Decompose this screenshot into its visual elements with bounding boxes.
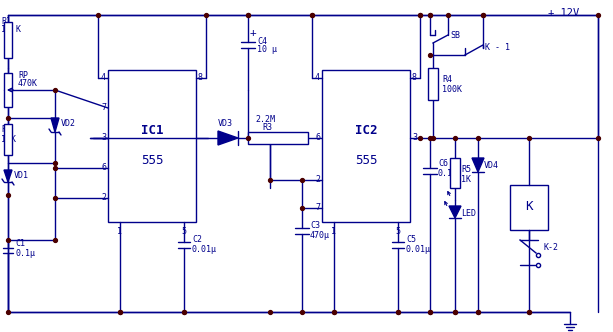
Bar (4, 22, 12, 58)
Bar (4, 124, 12, 155)
Text: C2: C2 (192, 235, 202, 244)
Text: VD3: VD3 (218, 119, 233, 127)
Text: 4: 4 (315, 73, 320, 82)
Text: VD4: VD4 (484, 160, 499, 170)
Text: 1: 1 (118, 227, 123, 236)
Text: 100K: 100K (442, 86, 462, 95)
Polygon shape (218, 131, 238, 145)
Text: K-2: K-2 (543, 242, 558, 252)
Text: 1: 1 (332, 227, 337, 236)
Text: 555: 555 (355, 153, 377, 167)
Text: R2: R2 (1, 125, 11, 134)
Text: R1: R1 (1, 18, 11, 27)
Text: 0.1μ: 0.1μ (438, 170, 458, 179)
Text: IC1: IC1 (141, 124, 163, 136)
Bar (510, 185, 548, 230)
Text: R4: R4 (442, 75, 452, 85)
Text: 3: 3 (101, 133, 106, 142)
Bar (428, 68, 438, 100)
Text: 6: 6 (315, 133, 320, 142)
Text: 10 μ: 10 μ (257, 45, 277, 54)
Bar (450, 158, 460, 188)
Text: C5: C5 (406, 235, 416, 244)
Text: 6: 6 (101, 163, 106, 173)
Text: VD1: VD1 (14, 171, 29, 180)
Text: 0.01μ: 0.01μ (192, 244, 217, 254)
Bar (108, 70, 196, 222)
Text: R3: R3 (262, 124, 272, 132)
Text: 2.2M: 2.2M (255, 116, 275, 124)
Text: SB: SB (450, 31, 460, 40)
Polygon shape (51, 118, 59, 132)
Bar (322, 70, 410, 222)
Text: 2: 2 (101, 194, 106, 203)
Polygon shape (4, 170, 12, 182)
Text: 0.01μ: 0.01μ (406, 244, 431, 254)
Text: 10K: 10K (1, 134, 16, 143)
Text: 8: 8 (198, 73, 203, 82)
Text: K: K (525, 201, 533, 213)
Text: VD2: VD2 (61, 120, 76, 128)
Text: 7: 7 (101, 104, 106, 113)
Text: 470μ: 470μ (310, 230, 330, 239)
Text: 5: 5 (181, 227, 186, 236)
Text: 555: 555 (141, 153, 163, 167)
Polygon shape (449, 206, 461, 218)
Text: RP: RP (18, 70, 28, 79)
Bar (4, 73, 12, 107)
Text: R5: R5 (461, 165, 471, 175)
Text: 4: 4 (101, 73, 106, 82)
Text: 3: 3 (412, 133, 417, 142)
Text: K - 1: K - 1 (485, 43, 510, 52)
Text: +: + (250, 28, 257, 38)
Text: 10 K: 10 K (1, 26, 21, 35)
Text: C6: C6 (438, 159, 448, 169)
Text: C3: C3 (310, 221, 320, 230)
Text: 2: 2 (315, 176, 320, 185)
Text: 8: 8 (412, 73, 417, 82)
Text: 7: 7 (315, 204, 320, 212)
Text: C4: C4 (257, 38, 267, 46)
Bar (248, 132, 308, 144)
Text: 5: 5 (395, 227, 400, 236)
Text: 0.1μ: 0.1μ (15, 248, 35, 258)
Polygon shape (472, 158, 484, 172)
Text: 1K: 1K (461, 176, 471, 185)
Text: C1: C1 (15, 239, 25, 248)
Text: LED: LED (461, 209, 476, 218)
Text: 470K: 470K (18, 79, 38, 89)
Text: IC2: IC2 (355, 124, 377, 136)
Text: + 12V: + 12V (548, 8, 579, 18)
